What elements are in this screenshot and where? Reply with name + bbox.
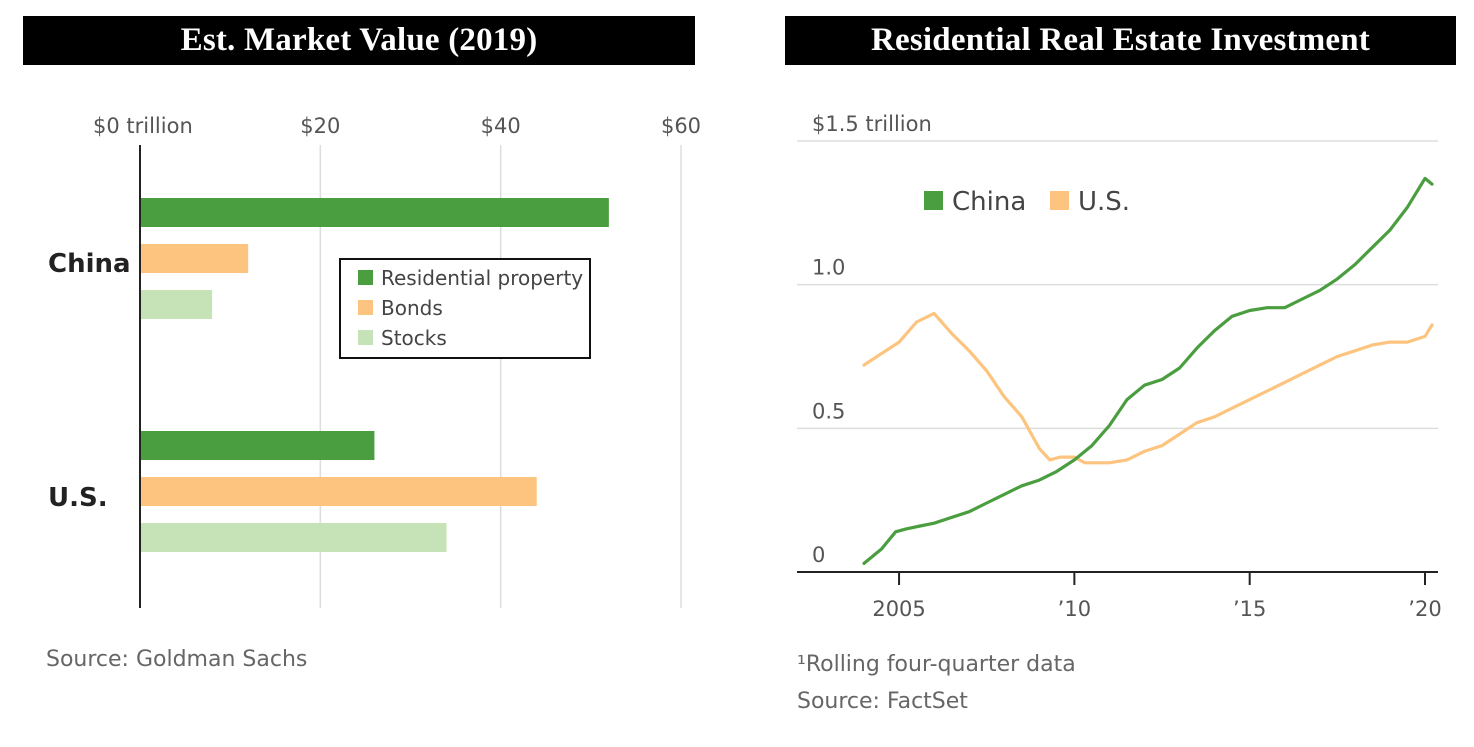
x-tick-label: 2005 <box>872 597 925 621</box>
bar-u-s-residential-property <box>141 431 375 460</box>
y-tick-label: 0.5 <box>812 399 845 423</box>
legend-swatch-bonds <box>358 300 373 315</box>
market-value-bar-chart: $0 trillion $20 $40 $60 China U.S. Residential… <box>46 114 701 672</box>
x-tick-label: ’15 <box>1233 597 1266 621</box>
category-label-u-s: U.S. <box>48 483 108 513</box>
line-series-u-s <box>862 311 1434 465</box>
category-label-china: China <box>48 249 131 279</box>
y-tick-label: 0 <box>812 543 825 567</box>
y-tick-label: $1.5 trillion <box>812 112 932 136</box>
bar-u-s-bonds <box>141 477 537 506</box>
legend-box <box>339 258 591 359</box>
bar-china-stocks <box>141 290 213 319</box>
x-tick-label: $60 <box>661 114 701 138</box>
legend-label-stocks: Stocks <box>381 326 447 350</box>
legend-label-china: China <box>952 187 1026 217</box>
legend-label-u-s: U.S. <box>1078 187 1130 217</box>
line-series-china <box>862 176 1434 566</box>
footnote: ¹Rolling four-quarter data <box>797 652 1076 677</box>
source-note: Source: FactSet <box>797 689 968 714</box>
source-note: Source: Goldman Sachs <box>46 647 307 672</box>
x-tick-label: $20 <box>300 114 340 138</box>
bar-china-bonds <box>141 244 249 273</box>
legend-swatch-u-s <box>1050 191 1069 210</box>
legend-label-residential-property: Residential property <box>381 266 583 290</box>
line-chart-legend: China U.S. <box>924 187 1130 217</box>
bar-u-s-stocks <box>141 523 447 552</box>
bar-chart-legend: Residential property Bonds Stocks <box>339 258 591 359</box>
legend-swatch-residential-property <box>358 270 373 285</box>
x-tick-label: $0 trillion <box>93 114 193 138</box>
x-tick-label: ’10 <box>1058 597 1091 621</box>
left-chart-title-banner: Est. Market Value (2019) <box>23 16 695 65</box>
y-tick-label: 1.0 <box>812 256 845 280</box>
bar-china-residential-property <box>141 198 609 227</box>
x-tick-label: $40 <box>481 114 521 138</box>
x-tick-label: ’20 <box>1408 597 1441 621</box>
legend-label-bonds: Bonds <box>381 296 443 320</box>
legend-swatch-stocks <box>358 330 373 345</box>
right-chart-title-banner: Residential Real Estate Investment <box>785 16 1456 65</box>
legend-swatch-china <box>924 191 943 210</box>
